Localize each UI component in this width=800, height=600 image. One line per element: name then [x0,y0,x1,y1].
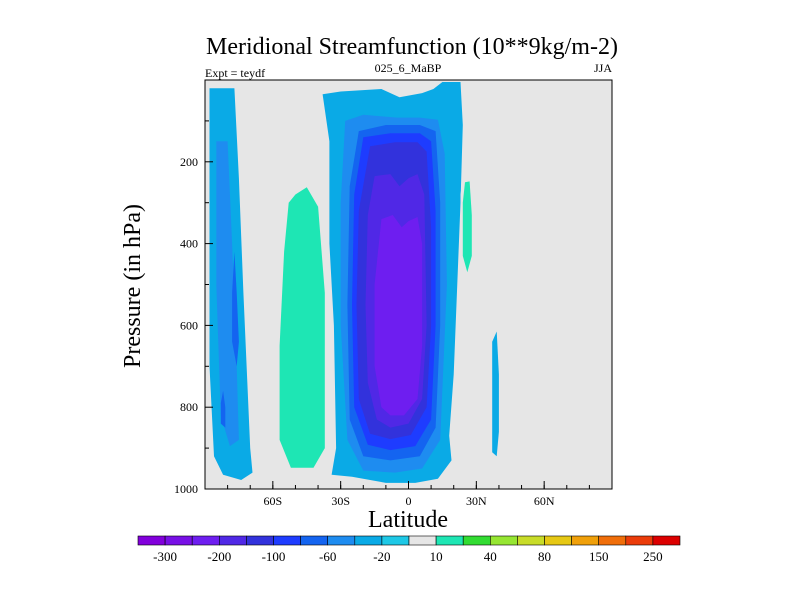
colorbar-swatch [598,535,627,546]
colorbar-swatch [462,535,491,546]
contour-fill-layer [209,82,499,483]
y-axis-ticks: 200 400 600 800 1000 [174,120,213,496]
colorbar-swatch [300,535,329,546]
y-tick-label: 600 [180,318,198,332]
y-tick-label: 400 [180,237,198,251]
colorbar-label: -100 [262,549,286,564]
colorbar-label: 40 [484,549,497,564]
contour-nh-teal-patch-2 [458,439,465,463]
colorbar-swatch [137,535,166,546]
y-axis-label: Pressure (in hPa) [120,204,146,368]
colorbar-swatch [191,535,220,546]
colorbar-label: -20 [373,549,390,564]
colorbar-label: 80 [538,549,551,564]
colorbar-swatch [652,535,681,546]
subtitle-center: 025_6_MaBP [375,61,442,75]
contour-sh-outer-core-2 [220,390,226,428]
colorbar-label: -200 [207,549,231,564]
colorbar-label: 10 [430,549,443,564]
contour-sh-outer-cell-blue [216,141,239,447]
colorbar-label: 150 [589,549,609,564]
x-tick-label: 30S [331,494,350,508]
colorbar-swatch [164,535,193,546]
colorbar-swatch [219,535,247,546]
x-axis-label: Latitude [368,507,448,533]
colorbar-swatch [354,535,383,546]
subtitle-left: Expt = teydf [205,66,265,80]
colorbar-swatch [544,535,572,546]
subtitle-right: JJA [594,61,612,75]
colorbar-swatch [273,535,301,546]
contour-sh-ferrel-green [279,187,325,468]
contour-sh-outer-core-1 [232,251,239,367]
colorbar: -300 -200 -100 -60 -20 10 40 80 150 250 [137,535,681,564]
contour-nh-outer-sliver [492,331,499,457]
colorbar-swatch [327,535,356,546]
y-tick-label: 800 [180,400,198,414]
colorbar-swatch [381,535,410,546]
x-tick-label: 30N [466,494,487,508]
colorbar-swatch [571,535,599,546]
colorbar-label: 250 [643,549,663,564]
contour-hadley-cell-core-2 [374,215,423,416]
x-axis-ticks: 60S 30S 0 30N 60N [227,481,590,508]
colorbar-swatch [625,535,654,546]
colorbar-swatch [435,535,464,546]
y-tick-label: 1000 [174,482,198,496]
colorbar-swatch [489,535,518,546]
y-tick-label: 200 [180,155,198,169]
colorbar-swatch [408,535,437,546]
x-tick-label: 60N [534,494,555,508]
x-tick-label: 60S [263,494,282,508]
colorbar-swatch [246,535,274,546]
contour-nh-green-patch [462,181,472,273]
colorbar-label: -60 [319,549,336,564]
colorbar-swatch [517,535,545,546]
colorbar-label: -300 [153,549,177,564]
x-tick-label: 0 [406,494,412,508]
chart-title: Meridional Streamfunction (10**9kg/m-2) [206,34,618,60]
